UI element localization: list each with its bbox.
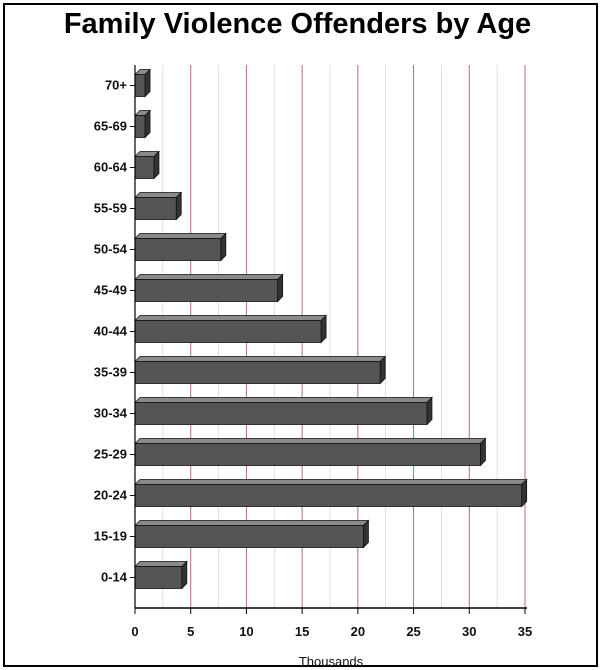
x-tick-label: 15 <box>295 624 309 639</box>
bar-50-54 <box>134 232 227 262</box>
y-tick-label: 70+ <box>105 78 127 93</box>
bar-front-face <box>134 443 481 466</box>
bars <box>134 68 528 590</box>
axes <box>130 65 527 614</box>
y-tick-label: 40-44 <box>94 324 128 339</box>
bar-top-face <box>134 192 183 198</box>
bar-side-face <box>426 396 433 426</box>
bar-side-face <box>320 314 327 344</box>
bar-top-face <box>134 397 433 403</box>
bar-top-face <box>134 438 487 444</box>
bar-side-face <box>175 191 182 221</box>
bar-side-face <box>144 68 151 98</box>
bar-top-face <box>134 274 284 280</box>
bar-top-face <box>134 356 387 362</box>
bar-front-face <box>134 156 155 179</box>
bar-60-64 <box>134 150 160 180</box>
bar-front-face <box>134 115 146 138</box>
y-tick-label: 45-49 <box>94 283 127 298</box>
bar-side-face <box>480 437 486 467</box>
bar-40-44 <box>134 314 328 344</box>
x-tick-label: 0 <box>131 624 138 639</box>
bar-front-face <box>134 484 523 507</box>
y-tick-label: 65-69 <box>94 119 127 134</box>
y-tick-label: 25-29 <box>94 447 127 462</box>
bar-15-19 <box>134 519 370 549</box>
bar-front-face <box>134 238 222 261</box>
y-tick-label: 15-19 <box>94 529 127 544</box>
x-axis-label: Thousands <box>299 654 364 669</box>
y-tick-label: 20-24 <box>94 488 128 503</box>
bar-front-face <box>134 197 177 220</box>
x-tick-label: 20 <box>351 624 365 639</box>
bar-0-14 <box>134 560 188 590</box>
bar-top-face <box>134 561 188 567</box>
x-tick-label: 25 <box>406 624 420 639</box>
bar-side-face <box>277 273 284 303</box>
x-tick-label: 35 <box>518 624 532 639</box>
bar-front-face <box>134 361 381 384</box>
y-tick-label: 0-14 <box>101 570 128 585</box>
bar-side-face <box>521 478 528 508</box>
bar-side-face <box>220 232 227 262</box>
y-tick-label: 60-64 <box>94 160 128 175</box>
bar-top-face <box>134 479 528 485</box>
bar-top-face <box>134 315 328 321</box>
y-tick-label: 55-59 <box>94 201 127 216</box>
tick-labels: 0-14 15-19 20-24 25-29 30-34 35-39 40-44 45-49 5… <box>94 78 532 640</box>
bar-front-face <box>134 525 364 548</box>
y-tick-label: 30-34 <box>94 406 128 421</box>
y-tick-label: 35-39 <box>94 365 127 380</box>
bar-45-49 <box>134 273 284 303</box>
bar-55-59 <box>134 191 183 221</box>
bar-20-24 <box>134 478 528 508</box>
bar-front-face <box>134 279 279 302</box>
x-tick-label: 10 <box>239 624 253 639</box>
bar-top-face <box>134 520 370 526</box>
bar-65-69 <box>134 109 151 139</box>
bar-side-face <box>144 109 151 139</box>
bar-side-face <box>181 560 188 590</box>
bar-front-face <box>134 320 322 343</box>
bar-30-34 <box>134 396 433 426</box>
bar-70+ <box>134 68 151 98</box>
bar-side-face <box>379 355 386 385</box>
x-tick-label: 5 <box>187 624 194 639</box>
y-tick-label: 50-54 <box>94 242 128 257</box>
bar-side-face <box>363 519 369 549</box>
bar-front-face <box>134 74 146 97</box>
chart-title: Family Violence Offenders by Age <box>63 8 532 40</box>
bar-front-face <box>134 402 428 425</box>
bar-front-face <box>134 566 183 589</box>
bar-side-face <box>153 150 160 180</box>
bar-35-39 <box>134 355 387 385</box>
bar-25-29 <box>134 437 487 467</box>
x-tick-label: 30 <box>462 624 476 639</box>
bar-top-face <box>134 233 227 239</box>
